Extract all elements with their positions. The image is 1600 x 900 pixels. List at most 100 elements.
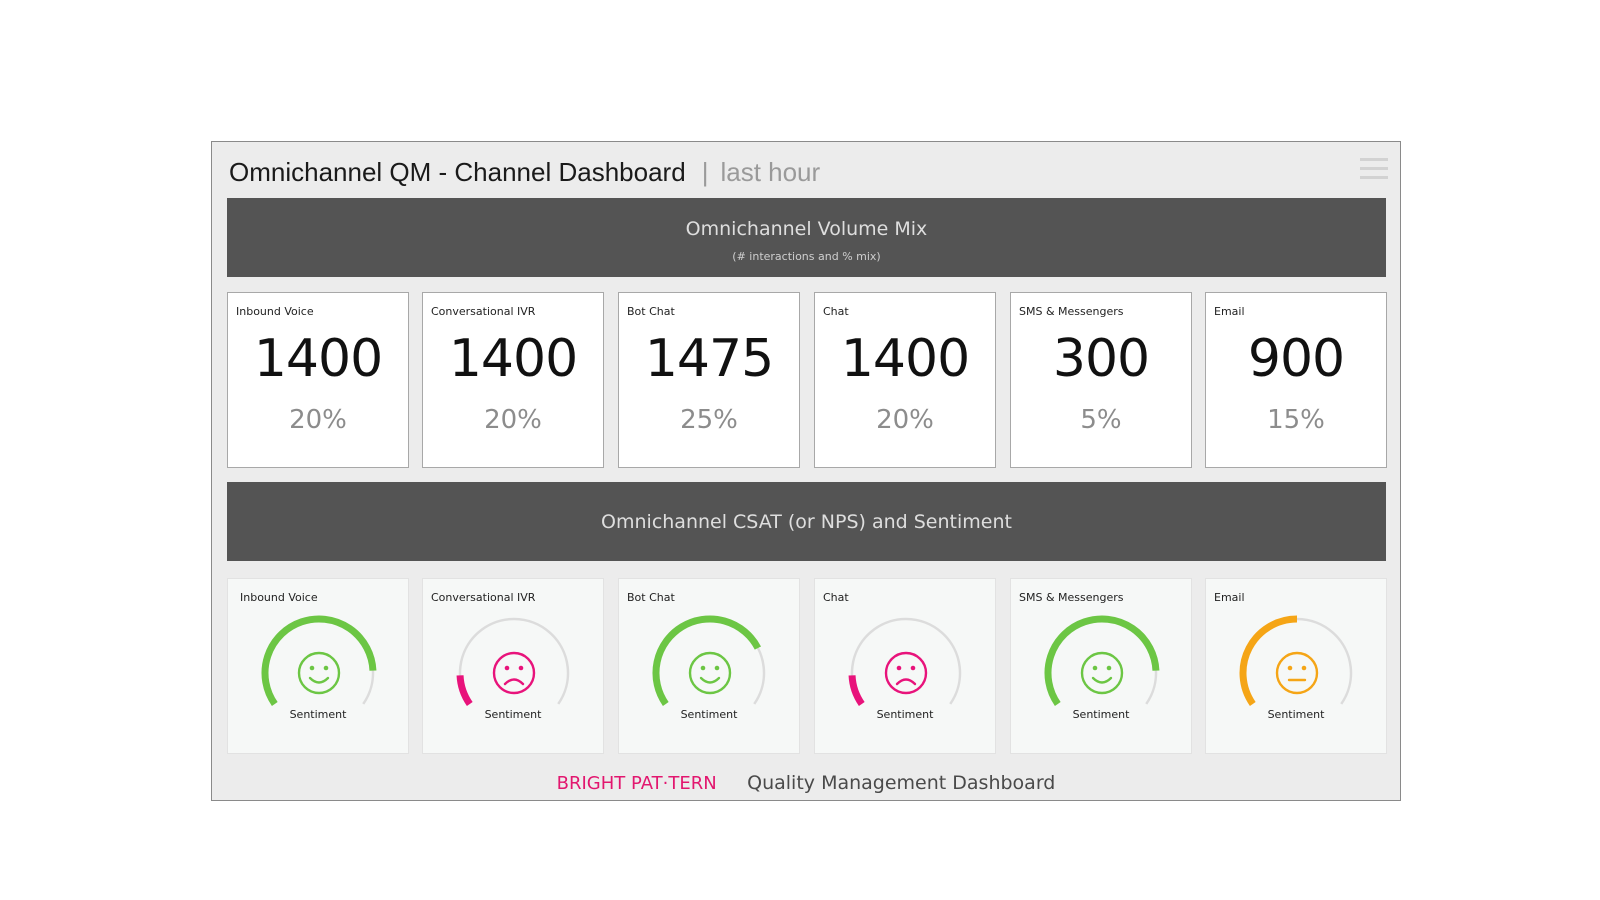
sentiment-gauge bbox=[848, 617, 962, 706]
face-eye bbox=[910, 665, 916, 671]
face-eye bbox=[700, 665, 706, 671]
sentiment-gauge bbox=[261, 615, 377, 706]
mix-percent: 5% bbox=[1080, 405, 1122, 435]
sentiment-gauge bbox=[1044, 615, 1160, 706]
volume-card-conversational-ivr[interactable]: Conversational IVR 1400 20% bbox=[422, 292, 604, 468]
card-label: Inbound Voice bbox=[240, 591, 318, 604]
card-label: Email bbox=[1214, 591, 1245, 604]
gauge-track bbox=[458, 617, 570, 705]
volume-card-inbound-voice[interactable]: Inbound Voice 1400 20% bbox=[227, 292, 409, 468]
face-eye bbox=[504, 665, 510, 671]
gauge-fill bbox=[1044, 615, 1160, 706]
happy-face-icon bbox=[297, 651, 341, 695]
interaction-count: 1400 bbox=[253, 329, 383, 389]
mix-percent: 25% bbox=[680, 405, 738, 435]
face-mouth bbox=[1091, 676, 1113, 684]
face-mouth bbox=[308, 676, 330, 684]
sentiment-card-conversational-ivr[interactable]: Conversational IVR Sentiment bbox=[422, 578, 604, 754]
sentiment-cards: Inbound Voice Sentiment Conversational I… bbox=[227, 578, 1387, 754]
sentiment-caption: Sentiment bbox=[680, 708, 738, 721]
card-label: Conversational IVR bbox=[431, 305, 536, 318]
face-outline bbox=[884, 651, 928, 695]
sentiment-gauge bbox=[1239, 615, 1353, 706]
face-outline bbox=[688, 651, 732, 695]
sentiment-caption: Sentiment bbox=[1267, 708, 1325, 721]
face-outline bbox=[297, 651, 341, 695]
card-label: Email bbox=[1214, 305, 1245, 318]
title-separator: | bbox=[701, 156, 709, 187]
card-label: Chat bbox=[823, 305, 849, 318]
card-label: Conversational IVR bbox=[431, 591, 536, 604]
sentiment-caption: Sentiment bbox=[484, 708, 542, 721]
volume-mix-title: Omnichannel Volume Mix bbox=[685, 218, 928, 240]
face-eye bbox=[714, 665, 720, 671]
gauge-fill bbox=[261, 615, 377, 706]
mix-percent: 15% bbox=[1267, 405, 1325, 435]
volume-mix-subtitle: (# interactions and % mix) bbox=[732, 250, 881, 263]
sentiment-card-bot-chat[interactable]: Bot Chat Sentiment bbox=[618, 578, 800, 754]
sad-face-icon bbox=[884, 651, 928, 695]
face-eye bbox=[518, 665, 524, 671]
sentiment-card-sms-messengers[interactable]: SMS & Messengers Sentiment bbox=[1010, 578, 1192, 754]
csat-sentiment-title: Omnichannel CSAT (or NPS) and Sentiment bbox=[601, 511, 1012, 533]
interaction-count: 900 bbox=[1247, 329, 1345, 389]
gauge-track bbox=[850, 617, 962, 705]
sentiment-card-chat[interactable]: Chat Sentiment bbox=[814, 578, 996, 754]
sentiment-caption: Sentiment bbox=[289, 708, 347, 721]
sentiment-caption: Sentiment bbox=[876, 708, 934, 721]
dashboard-frame: Omnichannel QM - Channel Dashboard | las… bbox=[211, 141, 1401, 801]
card-label: Bot Chat bbox=[627, 591, 675, 604]
card-label: SMS & Messengers bbox=[1019, 591, 1124, 604]
card-label: Inbound Voice bbox=[236, 305, 314, 318]
volume-card-bot-chat[interactable]: Bot Chat 1475 25% bbox=[618, 292, 800, 468]
footer-title: Quality Management Dashboard bbox=[747, 772, 1056, 794]
neutral-face-icon bbox=[1275, 651, 1319, 695]
face-outline bbox=[1080, 651, 1124, 695]
gauge-fill bbox=[1239, 615, 1298, 706]
page-title: Omnichannel QM - Channel Dashboard bbox=[229, 156, 686, 187]
sentiment-card-inbound-voice[interactable]: Inbound Voice Sentiment bbox=[227, 578, 409, 754]
sentiment-card-email[interactable]: Email Sentiment bbox=[1205, 578, 1387, 754]
card-label: Chat bbox=[823, 591, 849, 604]
footer: BRIGHT PAT·TERN Quality Management Dashb… bbox=[212, 772, 1400, 794]
hamburger-menu-icon[interactable] bbox=[1360, 158, 1388, 180]
header: Omnichannel QM - Channel Dashboard | las… bbox=[229, 154, 820, 190]
card-label: Bot Chat bbox=[627, 305, 675, 318]
face-mouth bbox=[895, 678, 917, 686]
face-mouth bbox=[503, 678, 525, 686]
csat-sentiment-banner: Omnichannel CSAT (or NPS) and Sentiment bbox=[227, 482, 1386, 561]
interaction-count: 1475 bbox=[644, 329, 774, 389]
sentiment-gauge bbox=[652, 615, 766, 706]
mix-percent: 20% bbox=[876, 405, 934, 435]
volume-card-chat[interactable]: Chat 1400 20% bbox=[814, 292, 996, 468]
gauge-fill bbox=[652, 615, 762, 706]
sentiment-gauge bbox=[456, 617, 570, 706]
brand-logo: BRIGHT PAT·TERN bbox=[556, 773, 717, 794]
time-range[interactable]: last hour bbox=[720, 156, 821, 187]
mix-percent: 20% bbox=[484, 405, 542, 435]
face-eye bbox=[323, 665, 329, 671]
volume-cards: Inbound Voice 1400 20% Conversational IV… bbox=[227, 292, 1387, 468]
sad-face-icon bbox=[492, 651, 536, 695]
face-eye bbox=[1092, 665, 1098, 671]
face-eye bbox=[1301, 665, 1307, 671]
gauge-fill bbox=[848, 675, 865, 706]
face-outline bbox=[1275, 651, 1319, 695]
card-label: SMS & Messengers bbox=[1019, 305, 1124, 318]
face-eye bbox=[309, 665, 315, 671]
gauge-fill bbox=[456, 675, 473, 706]
sentiment-caption: Sentiment bbox=[1072, 708, 1130, 721]
volume-mix-banner: Omnichannel Volume Mix (# interactions a… bbox=[227, 198, 1386, 277]
volume-card-email[interactable]: Email 900 15% bbox=[1205, 292, 1387, 468]
interaction-count: 300 bbox=[1052, 329, 1150, 389]
face-mouth bbox=[699, 676, 721, 684]
face-eye bbox=[1106, 665, 1112, 671]
interaction-count: 1400 bbox=[448, 329, 578, 389]
happy-face-icon bbox=[688, 651, 732, 695]
mix-percent: 20% bbox=[289, 405, 347, 435]
face-outline bbox=[492, 651, 536, 695]
face-eye bbox=[1287, 665, 1293, 671]
face-eye bbox=[896, 665, 902, 671]
volume-card-sms-messengers[interactable]: SMS & Messengers 300 5% bbox=[1010, 292, 1192, 468]
happy-face-icon bbox=[1080, 651, 1124, 695]
